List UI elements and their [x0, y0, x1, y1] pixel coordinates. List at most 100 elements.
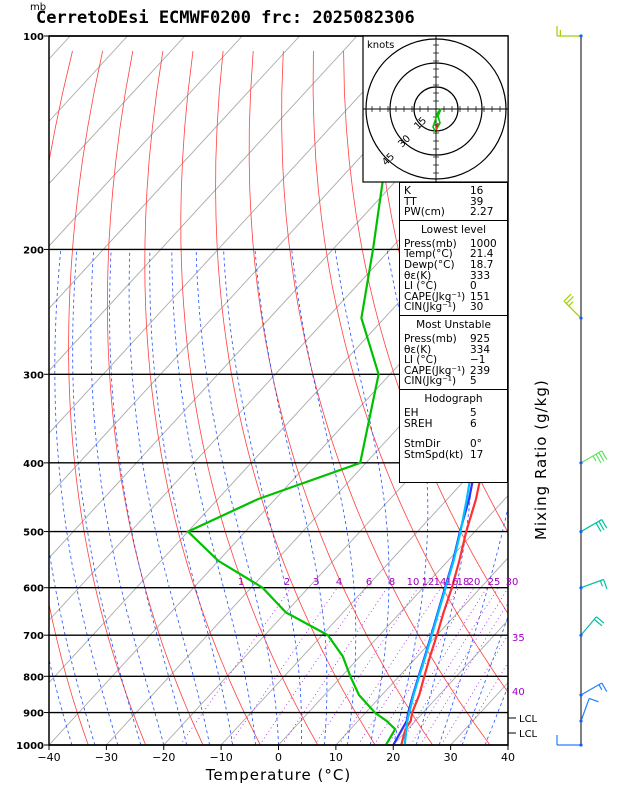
mixing-ratio-label: 3: [313, 577, 319, 588]
wind-barb-staff: [581, 580, 604, 588]
mixing-ratio-line: [411, 588, 509, 745]
wind-barb-flag: [600, 581, 602, 587]
mixing-ratio-label: 1: [238, 577, 244, 588]
theta-e-label: 35: [512, 633, 525, 644]
dry-adiabat-line: [0, 51, 42, 760]
moist-adiabat-line: [508, 249, 618, 745]
lowest-level-header: Lowest level: [404, 224, 503, 236]
temperature-tick-label: 20: [386, 751, 400, 764]
pressure-tick-label: 600: [23, 584, 44, 595]
index-key: Press(mb): [404, 334, 470, 345]
mixing-ratio-label: 4: [336, 577, 342, 588]
moist-adiabat-line: [37, 249, 95, 745]
index-value: 18.7: [470, 260, 503, 271]
mixing-ratio-label: 6: [366, 577, 372, 588]
moist-adiabat-line: [2, 249, 49, 745]
temperature-tick-label: 10: [329, 751, 343, 764]
index-row: Dewp(°C)18.7: [404, 260, 503, 271]
mixing-ratio-label: 10: [407, 577, 420, 588]
temperature-tick-label: 30: [444, 751, 458, 764]
index-row: CIN(Jkg⁻¹)30: [404, 302, 503, 313]
mixing-ratio-label: 14: [434, 577, 447, 588]
mixing-ratio-line: [180, 588, 291, 745]
most-unstable-header: Most Unstable: [404, 319, 503, 331]
moist-adiabat-line: [172, 249, 256, 745]
temperature-tick-label: −20: [152, 751, 175, 764]
wind-barb-dot: [579, 34, 582, 37]
moist-adiabat-line: [91, 249, 164, 745]
index-key: Dewp(°C): [404, 260, 470, 271]
pressure-tick-label: 500: [23, 528, 44, 539]
index-key: EH: [404, 408, 470, 419]
index-value: 2.27: [470, 207, 503, 218]
isotherm-line: [0, 36, 357, 745]
index-value: 925: [470, 334, 503, 345]
mixing-ratio-line: [282, 588, 387, 745]
index-value: 30: [470, 302, 503, 313]
pressure-tick-label: 300: [23, 370, 44, 381]
hodograph-header: Hodograph: [404, 393, 503, 405]
temperature-tick-label: −30: [95, 751, 118, 764]
wind-barb-dot: [579, 586, 582, 589]
dry-adiabat-line: [554, 51, 618, 760]
pressure-tick-label: 900: [23, 709, 44, 720]
wind-barb-flag: [569, 302, 573, 306]
chart-title: CerretoDEsi ECMWF0200 frc: 2025082306: [36, 8, 415, 28]
index-key: SREH: [404, 419, 470, 430]
mixing-ratio-line: [420, 588, 517, 745]
hodograph-unit-label: knots: [367, 40, 394, 51]
pressure-tick-label: 200: [23, 245, 44, 256]
index-key: CIN(Jkg⁻¹): [404, 302, 470, 313]
wind-barb-staff: [564, 301, 581, 318]
pressure-tick-label: 700: [23, 631, 44, 642]
wind-barb-dot: [579, 719, 582, 722]
temperature-tick-label: −10: [210, 751, 233, 764]
dry-adiabat-line: [107, 51, 210, 760]
wind-barb-dot: [579, 743, 582, 746]
wind-barb-dot: [579, 634, 582, 637]
mixing-ratio-label: 20: [468, 577, 481, 588]
index-value: 16: [470, 186, 503, 197]
mixing-ratio-label: 2: [284, 577, 290, 588]
mixing-ratio-label: 8: [389, 577, 395, 588]
wind-barb-flag: [599, 685, 602, 690]
pressure-tick-label: 800: [23, 672, 44, 683]
index-row: Press(mb)925: [404, 334, 503, 345]
index-value: 17: [470, 450, 503, 461]
isotherm-line: [565, 36, 618, 745]
pressure-tick-label: 400: [23, 459, 44, 470]
temperature-tick-label: −40: [37, 751, 60, 764]
index-row: StmSpd(kt)17: [404, 450, 503, 461]
dry-adiabat-line: [28, 51, 94, 760]
mixing-ratio-axis-label: Mixing Ratio (g/kg): [532, 379, 550, 540]
moist-adiabat-line: [73, 249, 141, 745]
theta-e-label: 40: [512, 687, 525, 698]
index-value: 5: [470, 376, 503, 387]
x-axis-label: Temperature (°C): [205, 766, 351, 784]
wind-barb-flag: [604, 580, 607, 589]
isotherm-line: [0, 36, 414, 745]
wind-barb-staff: [581, 698, 589, 721]
moist-adiabat-line: [20, 249, 72, 745]
wind-barb-dot: [579, 317, 582, 320]
index-value: 5: [470, 408, 503, 419]
wind-barb-staff: [581, 617, 596, 635]
index-key: CIN(Jkg⁻¹): [404, 376, 470, 387]
moist-adiabat-line: [129, 249, 210, 745]
lcl-label: LCL: [519, 714, 538, 725]
moist-adiabat-line: [55, 249, 118, 745]
wind-barb-dot: [579, 693, 582, 696]
wind-barb-dot: [579, 530, 582, 533]
isotherm-line: [0, 36, 300, 745]
pressure-tick-label: 100: [23, 32, 44, 43]
dry-adiabat-line: [69, 51, 152, 760]
dry-adiabat-line: [494, 51, 618, 760]
index-row: PW(cm)2.27: [404, 207, 503, 218]
